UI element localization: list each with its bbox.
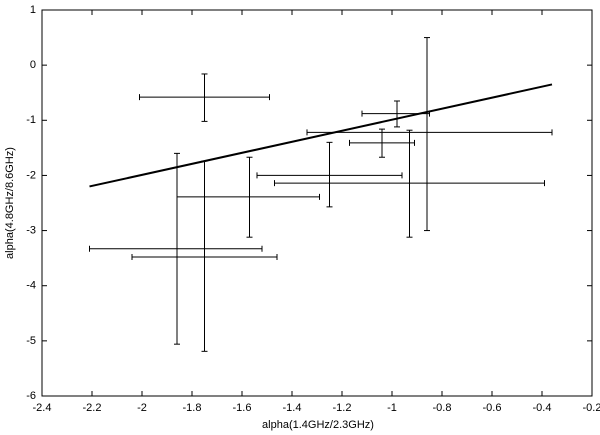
x-tick-label: -1.2 — [333, 402, 352, 414]
x-tick-label: -0.6 — [483, 402, 502, 414]
y-tick-label: -2 — [26, 169, 36, 181]
x-tick-label: -1.8 — [183, 402, 202, 414]
x-tick-label: -0.8 — [433, 402, 452, 414]
x-tick-label: -0.4 — [533, 402, 552, 414]
y-axis-label: alpha(4.8GHz/8.6GHz) — [4, 147, 16, 259]
plot-frame — [41, 9, 593, 397]
y-tick-label: 1 — [30, 4, 36, 16]
y-tick-label: -3 — [26, 224, 36, 236]
x-axis-label: alpha(1.4GHz/2.3GHz) — [262, 419, 374, 431]
y-tick-label: -6 — [26, 390, 36, 402]
fit-line — [89, 83, 553, 188]
x-tick-label: -1.4 — [283, 402, 302, 414]
x-tick-label: -2.4 — [33, 402, 52, 414]
y-tick-label: -5 — [26, 335, 36, 347]
x-tick-label: -1 — [387, 402, 397, 414]
y-tick-label: -1 — [26, 114, 36, 126]
x-tick-label: -2 — [137, 402, 147, 414]
y-tick-label: -4 — [26, 280, 36, 292]
x-tick-label: -1.6 — [233, 402, 252, 414]
y-tick-label: 0 — [30, 59, 36, 71]
x-tick-label: -0.2 — [583, 402, 600, 414]
x-tick-label: -2.2 — [83, 402, 102, 414]
